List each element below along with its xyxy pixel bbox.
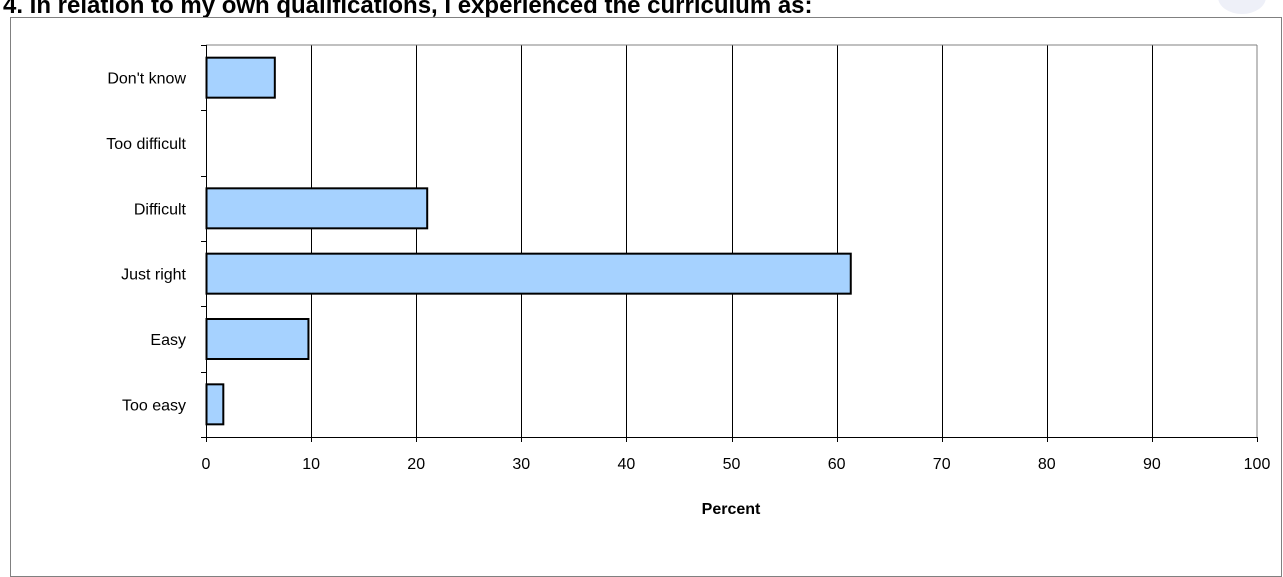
x-tick-label: 80 (1038, 456, 1056, 473)
x-tick-label: 30 (512, 456, 530, 473)
x-tick-label: 70 (933, 456, 951, 473)
bars (205, 56, 852, 426)
page-title: 4. In relation to my own qualifications,… (3, 0, 813, 19)
bar (205, 187, 429, 230)
x-tick-label: 20 (407, 456, 425, 473)
bar-chart: 0 10 20 30 40 50 60 70 80 90 100 Don't know Too diff… (106, 44, 1270, 518)
axes (201, 44, 1258, 442)
bar (205, 318, 310, 360)
bar (205, 56, 276, 99)
bar (205, 383, 225, 426)
x-tick-label: 60 (828, 456, 846, 473)
x-tick-label: 50 (723, 456, 741, 473)
y-category-label: Don't know (107, 71, 186, 88)
x-tick-label: 90 (1143, 456, 1161, 473)
corner-decoration (1218, 0, 1266, 14)
x-tick-label: 100 (1244, 456, 1271, 473)
x-tick-label: 0 (202, 456, 211, 473)
y-category-label: Just right (121, 267, 186, 284)
y-category-label: Easy (150, 332, 186, 349)
x-axis-title: Percent (702, 501, 761, 518)
gridlines (311, 45, 1153, 437)
x-tick-label: 10 (302, 456, 320, 473)
y-category-label: Difficult (134, 201, 187, 218)
y-category-label: Too easy (122, 397, 186, 414)
y-category-label: Too difficult (106, 136, 186, 153)
x-tick-label: 40 (618, 456, 636, 473)
bar (205, 252, 852, 295)
axis-labels: 0 10 20 30 40 50 60 70 80 90 100 Don't know Too diff… (106, 71, 1270, 473)
